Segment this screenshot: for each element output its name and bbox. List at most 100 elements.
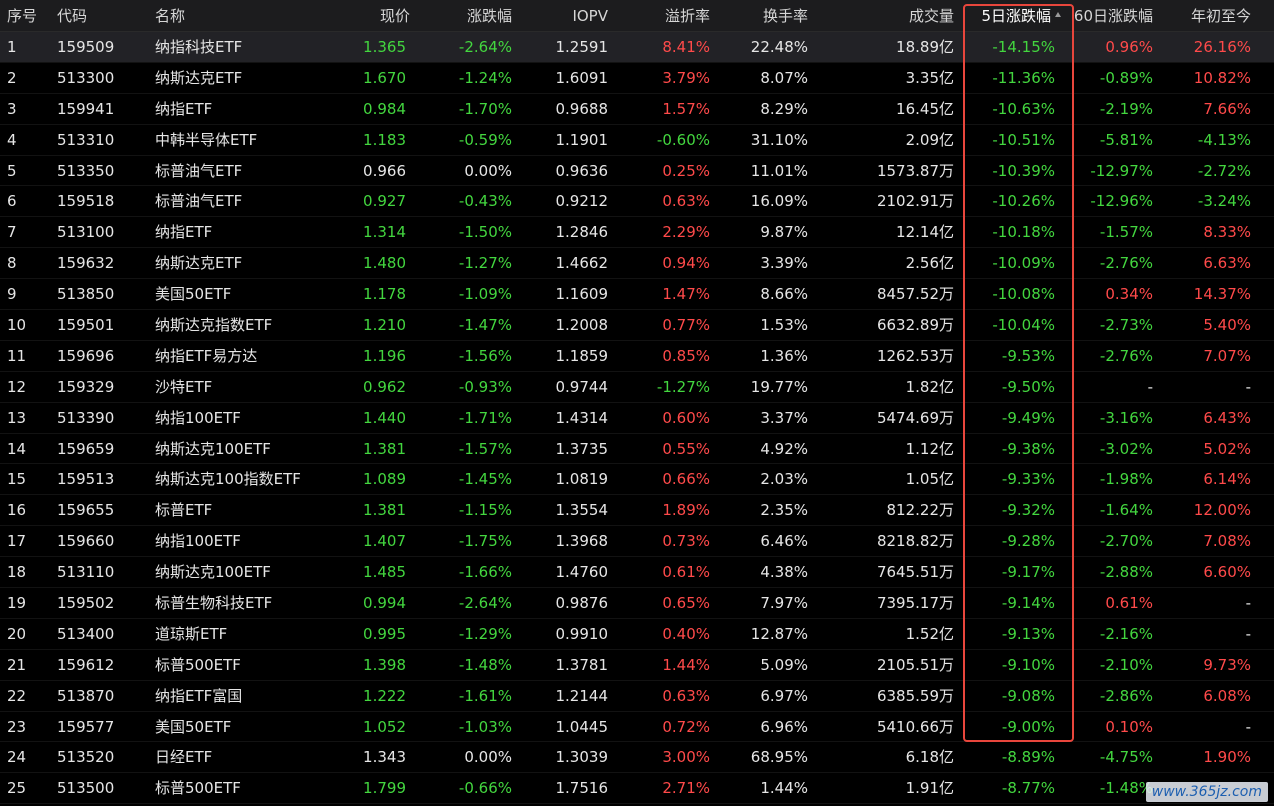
cell-price: 1.398 <box>363 655 406 674</box>
table-row[interactable]: 8 159632 纳斯达克ETF 1.480 -1.27% 1.4662 0.94% 3.39… <box>0 248 1274 280</box>
header-volume[interactable]: 成交量 <box>908 7 954 25</box>
cell-5day-change: -9.17% <box>1001 563 1055 582</box>
cell-price: 0.966 <box>363 161 406 180</box>
cell-60day-change: -12.96% <box>1090 192 1153 211</box>
cell-change: -0.59% <box>458 130 512 149</box>
cell-ytd: 6.63% <box>1203 254 1251 273</box>
cell-price: 1.799 <box>363 779 406 798</box>
cell-price: 1.210 <box>363 316 406 335</box>
cell-5day-change: -10.09% <box>992 254 1055 273</box>
cell-code: 159612 <box>57 655 115 674</box>
cell-ytd: - <box>1245 377 1251 396</box>
table-row[interactable]: 4 513310 中韩半导体ETF 1.183 -0.59% 1.1901 -0.60% 31… <box>0 125 1274 156</box>
cell-code: 159501 <box>57 316 115 335</box>
cell-60day-change: -2.70% <box>1099 532 1153 551</box>
cell-turnover: 9.87% <box>760 223 808 242</box>
table-row[interactable]: 5 513350 标普油气ETF 0.966 0.00% 0.9636 0.25% 11.01… <box>0 156 1274 187</box>
table-row[interactable]: 18 513110 纳斯达克100ETF 1.485 -1.66% 1.4760 0.61%… <box>0 557 1274 589</box>
table-row[interactable]: 21 159612 标普500ETF 1.398 -1.48% 1.3781 1.44% 5.… <box>0 650 1274 681</box>
cell-5day-change: -9.00% <box>1001 717 1055 736</box>
cell-60day-change: -2.88% <box>1099 563 1153 582</box>
cell-60day-change: -2.73% <box>1099 316 1153 335</box>
cell-name: 标普500ETF <box>155 655 241 674</box>
cell-premium: 1.89% <box>662 501 710 520</box>
table-row[interactable]: 1 159509 纳指科技ETF 1.365 -2.64% 1.2591 8.41% 22.4… <box>0 32 1274 63</box>
header-index[interactable]: 序号 <box>7 7 38 25</box>
cell-ytd: 1.90% <box>1203 748 1251 767</box>
cell-iopv: 1.3781 <box>555 655 609 674</box>
header-iopv[interactable]: IOPV <box>572 7 608 25</box>
cell-turnover: 1.44% <box>760 779 808 798</box>
table-row[interactable]: 13 513390 纳指100ETF 1.440 -1.71% 1.4314 0.60% 3.… <box>0 403 1274 434</box>
cell-code: 513520 <box>57 748 115 767</box>
table-row[interactable]: 12 159329 沙特ETF 0.962 -0.93% 0.9744 -1.27% 19.7… <box>0 372 1274 403</box>
cell-price: 1.343 <box>363 748 406 767</box>
cell-turnover: 6.96% <box>760 717 808 736</box>
cell-iopv: 1.6091 <box>555 68 609 87</box>
cell-index: 21 <box>7 655 27 674</box>
cell-iopv: 1.1901 <box>555 130 609 149</box>
cell-name: 纳指ETF <box>155 223 213 242</box>
cell-volume: 8218.82万 <box>876 532 954 551</box>
header-name[interactable]: 名称 <box>155 7 186 25</box>
cell-iopv: 1.0445 <box>555 717 609 736</box>
cell-60day-change: -2.76% <box>1099 254 1153 273</box>
table-row[interactable]: 24 513520 日经ETF 1.343 0.00% 1.3039 3.00% 68.95%… <box>0 742 1274 774</box>
cell-premium: 0.85% <box>662 346 710 365</box>
table-row[interactable]: 7 513100 纳指ETF 1.314 -1.50% 1.2846 2.29% 9.87% 1… <box>0 217 1274 249</box>
cell-name: 标普生物科技ETF <box>155 594 273 613</box>
table-row[interactable]: 14 159659 纳斯达克100ETF 1.381 -1.57% 1.3735 0.55%… <box>0 434 1274 465</box>
table-row[interactable]: 25 513500 标普500ETF 1.799 -0.66% 1.7516 2.71% 1.… <box>0 773 1274 805</box>
cell-iopv: 1.3554 <box>555 501 609 520</box>
cell-change: 0.00% <box>464 161 512 180</box>
cell-60day-change: -4.75% <box>1099 748 1153 767</box>
header-price[interactable]: 现价 <box>379 7 410 25</box>
table-row[interactable]: 6 159518 标普油气ETF 0.927 -0.43% 0.9212 0.63% 16.0… <box>0 186 1274 218</box>
table-row[interactable]: 11 159696 纳指ETF易方达 1.196 -1.56% 1.1859 0.85% 1.… <box>0 341 1274 372</box>
cell-name: 标普油气ETF <box>155 192 243 211</box>
cell-volume: 5474.69万 <box>876 408 954 427</box>
cell-iopv: 1.4314 <box>555 408 609 427</box>
cell-premium: 0.60% <box>662 408 710 427</box>
header-ytd[interactable]: 年初至今 <box>1190 7 1251 25</box>
table-row[interactable]: 9 513850 美国50ETF 1.178 -1.09% 1.1609 1.47% 8.66… <box>0 279 1274 311</box>
cell-volume: 1.82亿 <box>905 377 954 396</box>
table-row[interactable]: 2 513300 纳斯达克ETF 1.670 -1.24% 1.6091 3.79% 8.07… <box>0 63 1274 94</box>
cell-iopv: 1.3968 <box>555 532 609 551</box>
table-row[interactable]: 19 159502 标普生物科技ETF 0.994 -2.64% 0.9876 0.65% 7… <box>0 588 1274 619</box>
table-row[interactable]: 23 159577 美国50ETF 1.052 -1.03% 1.0445 0.72% 6.9… <box>0 712 1274 743</box>
header-change[interactable]: 涨跌幅 <box>466 7 512 25</box>
cell-change: -1.66% <box>458 563 512 582</box>
header-5day-change[interactable]: 5日涨跌幅 <box>965 0 1061 32</box>
table-row[interactable]: 15 159513 纳斯达克100指数ETF 1.089 -1.45% 1.0819 0.6… <box>0 464 1274 496</box>
cell-name: 纳指ETF富国 <box>155 686 243 705</box>
cell-volume: 12.14亿 <box>896 223 954 242</box>
header-turnover[interactable]: 换手率 <box>762 7 808 25</box>
cell-60day-change: -2.76% <box>1099 346 1153 365</box>
header-code[interactable]: 代码 <box>57 7 88 25</box>
cell-change: 0.00% <box>464 748 512 767</box>
cell-code: 159502 <box>57 594 115 613</box>
header-premium[interactable]: 溢折率 <box>664 7 710 25</box>
cell-60day-change: -5.81% <box>1099 130 1153 149</box>
cell-premium: 8.41% <box>662 38 710 56</box>
cell-ytd: 5.40% <box>1203 316 1251 335</box>
cell-turnover: 5.09% <box>760 655 808 674</box>
cell-code: 159655 <box>57 501 115 520</box>
table-row[interactable]: 20 513400 道琼斯ETF 0.995 -1.29% 0.9910 0.40% 12.8… <box>0 619 1274 650</box>
cell-5day-change: -10.39% <box>992 161 1055 180</box>
table-row[interactable]: 17 159660 纳指100ETF 1.407 -1.75% 1.3968 0.73% 6.… <box>0 526 1274 558</box>
header-60day-change[interactable]: 60日涨跌幅 <box>1073 7 1153 25</box>
cell-turnover: 19.77% <box>750 377 808 396</box>
table-header: 序号 代码 名称 现价 涨跌幅 IOPV 溢折率 换手率 成交量 5日涨跌幅 6… <box>0 0 1274 32</box>
cell-price: 1.381 <box>363 439 406 458</box>
cell-volume: 16.45亿 <box>896 99 954 118</box>
table-row[interactable]: 10 159501 纳斯达克指数ETF 1.210 -1.47% 1.2008 0.77% 1… <box>0 310 1274 341</box>
cell-5day-change: -10.04% <box>992 316 1055 335</box>
cell-index: 8 <box>7 254 17 273</box>
cell-name: 标普ETF <box>155 501 213 520</box>
table-row[interactable]: 22 513870 纳指ETF富国 1.222 -1.61% 1.2144 0.63% 6.9… <box>0 681 1274 712</box>
table-row[interactable]: 3 159941 纳指ETF 0.984 -1.70% 0.9688 1.57% 8.29% 1… <box>0 94 1274 125</box>
cell-5day-change: -10.51% <box>992 130 1055 149</box>
table-row[interactable]: 16 159655 标普ETF 1.381 -1.15% 1.3554 1.89% 2.35%… <box>0 495 1274 527</box>
